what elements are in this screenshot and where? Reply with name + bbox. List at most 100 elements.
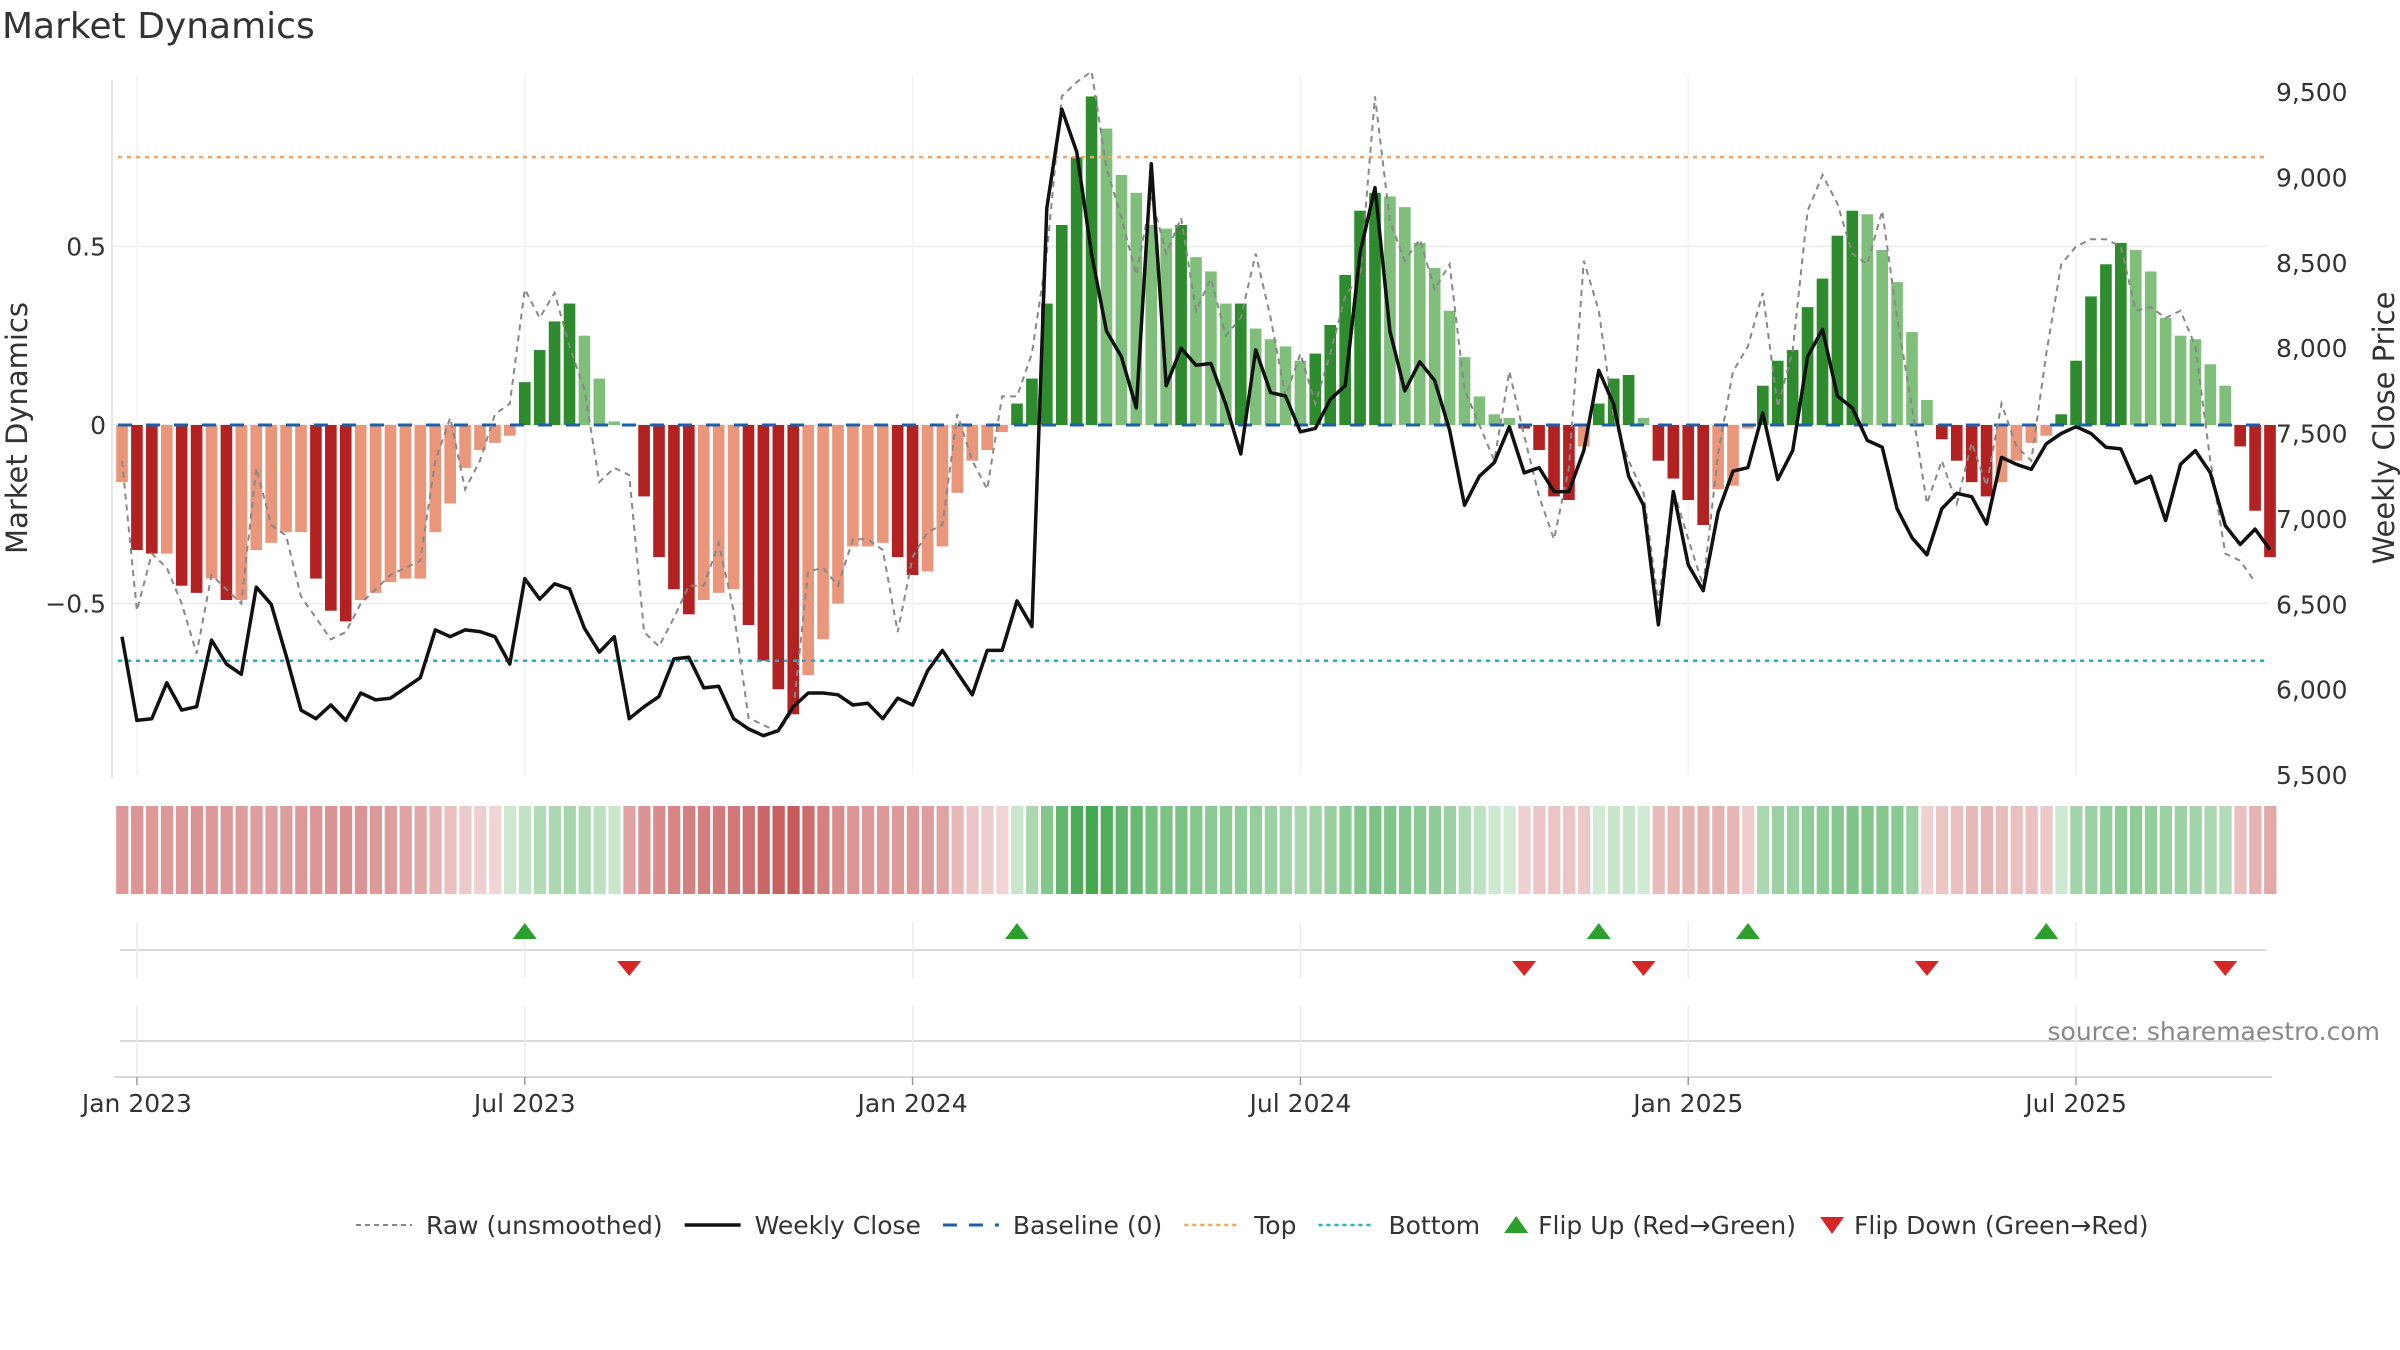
heat-strip-cell	[1980, 806, 1994, 894]
heat-strip-cell	[131, 806, 144, 894]
dynamics-bar	[951, 425, 964, 493]
heat-strip-cell	[966, 806, 979, 894]
dynamics-bar	[608, 421, 621, 425]
heat-strip-cell	[2070, 806, 2083, 894]
dynamics-bar	[2189, 339, 2202, 425]
dynamics-bar	[1175, 225, 1187, 425]
heat-strip-cell	[518, 806, 532, 894]
heat-strip-cell	[1055, 806, 1069, 894]
heat-strip-cell	[2159, 806, 2173, 894]
dynamics-bar	[862, 425, 874, 547]
dynamics-bar	[399, 425, 412, 579]
dynamics-bar	[1846, 210, 1859, 425]
dynamics-bar	[325, 425, 337, 611]
legend-item-raw: Raw (unsmoothed)	[356, 1211, 663, 1240]
dynamics-bar	[1757, 385, 1769, 425]
legend: Raw (unsmoothed) Weekly Close Baseline (0)…	[356, 1211, 2149, 1240]
heat-strip-cell	[295, 806, 308, 894]
legend-item-baseline: Baseline (0)	[942, 1211, 1162, 1240]
heat-strip-cell	[1921, 806, 1934, 894]
heat-strip-cell	[876, 806, 890, 894]
dynamics-bar	[116, 425, 128, 483]
dynamics-bar	[2055, 414, 2067, 425]
heat-strip-cell	[1891, 806, 1904, 894]
heat-strip-cell	[548, 806, 562, 894]
heat-strip-cell	[1264, 806, 1278, 894]
heat-strip-cell	[638, 806, 651, 894]
dynamics-bar	[1384, 196, 1396, 425]
heat-strip-cell	[2129, 806, 2143, 894]
dynamics-bar	[1727, 425, 1739, 486]
y-left-tick-label: −0.5	[45, 590, 106, 619]
dynamics-bar	[175, 425, 188, 586]
dynamics-bar	[1533, 425, 1545, 450]
heat-strip-cell	[1085, 806, 1099, 894]
heat-strip-cell	[2264, 806, 2277, 894]
heat-strip-cell	[697, 806, 711, 894]
dynamics-bar	[876, 425, 889, 543]
dynamics-bar	[1249, 328, 1262, 425]
dynamics-bar	[2085, 296, 2097, 425]
dynamics-bar	[2010, 425, 2023, 461]
dynamics-bar	[160, 425, 173, 554]
heat-strip-cell	[1458, 806, 1471, 894]
heat-strip-cell	[2174, 806, 2187, 894]
heat-strip-cell	[1026, 806, 1039, 894]
x-tick-label: Jan 2023	[80, 1089, 192, 1118]
dynamics-bar	[2174, 335, 2187, 425]
heat-strip-cell	[2219, 806, 2232, 894]
legend-item-top: Top	[1184, 1211, 1296, 1240]
dynamics-bar	[1861, 214, 1874, 425]
heat-strip-cell	[1801, 806, 1815, 894]
dynamics-bar	[1682, 425, 1695, 500]
weekly-close-line	[120, 107, 2272, 738]
dynamics-bar	[757, 425, 770, 661]
heat-strip-cell	[2100, 806, 2113, 894]
heat-strip-cell	[265, 806, 278, 894]
heat-strip-cell	[608, 806, 621, 894]
heat-strip-cell	[354, 806, 368, 894]
heat-strip-cell	[1652, 806, 1665, 894]
heat-strip-cell	[1190, 806, 1203, 894]
flip-down-marker	[617, 961, 642, 976]
dynamics-bar	[384, 425, 397, 583]
dynamics-bar	[280, 425, 292, 533]
flip-down-marker	[1631, 961, 1656, 976]
reference-lines	[118, 155, 2264, 662]
heat-strip-cell	[1428, 806, 1442, 894]
heat-strip-cell	[1354, 806, 1367, 894]
dynamics-bar	[1055, 225, 1068, 425]
dynamics-bar	[727, 425, 740, 590]
heat-strip-cell	[1145, 806, 1158, 894]
dynamics-bar	[966, 425, 979, 461]
dynamics-bar	[1369, 192, 1381, 425]
series-lines	[120, 69, 2272, 738]
heat-strip-cell	[2025, 806, 2038, 894]
x-tick-label: Jan 2025	[1631, 1089, 1743, 1118]
heat-strip-cell	[116, 806, 129, 894]
heat-strip-cell	[474, 806, 487, 894]
dynamics-bar	[146, 425, 158, 554]
heat-strip-cell	[1279, 806, 1292, 894]
dynamics-bar	[1190, 257, 1202, 425]
flip-up-marker	[2034, 923, 2059, 939]
y-axis-left-label: Market Dynamics	[0, 302, 34, 554]
heat-strip-cell	[1399, 806, 1412, 894]
heat-strip-cell	[339, 806, 353, 894]
flip-down-marker	[1512, 961, 1537, 976]
heat-strip-cell	[414, 806, 427, 894]
heat-strip-cell	[1384, 806, 1397, 894]
heat-strip-cell	[802, 806, 815, 894]
heat-strip-cell	[1548, 806, 1561, 894]
heat-strip-cell	[2249, 806, 2262, 894]
heat-strip-cell	[1443, 806, 1457, 894]
heat-strip-cell	[1488, 806, 1501, 894]
heat-strip-cell	[2115, 806, 2128, 894]
heat-strip-cell	[2204, 806, 2217, 894]
heat-strip-cell	[1950, 806, 1964, 894]
dynamics-bar	[563, 303, 576, 425]
flip-up-marker	[1735, 923, 1760, 939]
legend-swatch-flip-up	[1504, 1216, 1529, 1233]
dynamics-bar	[653, 425, 665, 558]
heat-strip-cell	[1995, 806, 2008, 894]
